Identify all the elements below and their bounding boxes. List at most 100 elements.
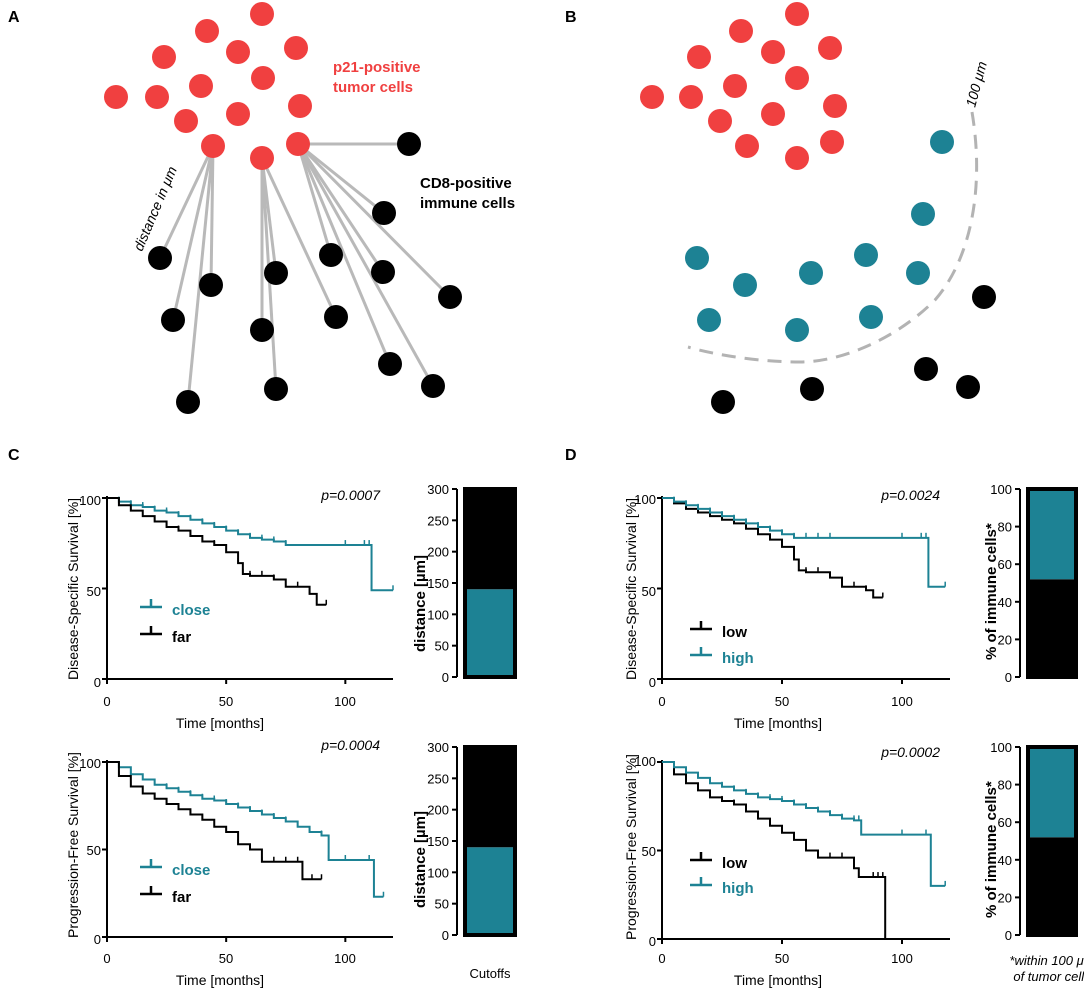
- bar-frame: [1026, 745, 1078, 937]
- x-tick-label: 50: [775, 951, 789, 966]
- tumor-cells: [104, 2, 312, 170]
- immune-cell: [264, 261, 288, 285]
- tumor-cell: [286, 132, 310, 156]
- immune-cell-far: [800, 377, 824, 401]
- far-immune-cells: [711, 285, 996, 414]
- y-axis-label: Progression-Free Survival [%]: [623, 754, 639, 940]
- tumor-cell: [679, 85, 703, 109]
- panel-a: A: [8, 2, 515, 414]
- tumor-label-line2: tumor cells: [333, 79, 413, 96]
- immune-cell-near: [854, 243, 878, 267]
- x-axis-label: Time [months]: [176, 715, 264, 731]
- bar-y-tick-label: 20: [998, 890, 1012, 905]
- tumor-cell: [729, 19, 753, 43]
- bar-y-axis-label: distance [µm]: [412, 555, 429, 652]
- km-plot-d-top: p=0.0024 Disease-Specific Survival [%] T…: [623, 487, 950, 731]
- tumor-cell: [735, 134, 759, 158]
- legend-marker-close: [140, 599, 162, 609]
- x-tick-label: 50: [219, 694, 233, 709]
- immune-cell: [199, 273, 223, 297]
- immune-cell-near: [906, 261, 930, 285]
- immune-label-line2: immune cells: [420, 195, 515, 212]
- bar-y-tick-label: 100: [427, 865, 449, 880]
- x-tick-label: 0: [658, 951, 665, 966]
- tumor-cell: [251, 66, 275, 90]
- immune-cell: [324, 305, 348, 329]
- p-value: p=0.0002: [880, 744, 940, 760]
- panel-b: B 100 μm: [565, 2, 996, 414]
- km-plot-c-top: p=0.0007 Disease-Specific Survival [%] T…: [65, 487, 394, 731]
- immune-cell: [264, 377, 288, 401]
- km-plot-d-bottom: p=0.0002 Progression-Free Survival [%] T…: [623, 744, 950, 988]
- y-tick-label: 0: [649, 934, 656, 949]
- p-value: p=0.0024: [880, 487, 940, 503]
- x-tick-label: 100: [891, 694, 913, 709]
- bar-y-tick-label: 250: [427, 771, 449, 786]
- x-tick-label: 0: [103, 951, 110, 966]
- y-tick-label: 100: [634, 754, 656, 769]
- bar-frame: [463, 487, 517, 679]
- bar-y-tick-label: 40: [998, 595, 1012, 610]
- tumor-cell: [104, 85, 128, 109]
- legend-marker-high: [690, 877, 712, 887]
- cutoff-bar-d-top: % of immune cells* 0 20 40 60 80 100: [983, 482, 1078, 685]
- immune-cell-near: [799, 261, 823, 285]
- near-immune-cells: [685, 130, 954, 342]
- y-tick-label: 0: [94, 675, 101, 690]
- bar-segment-upper: [465, 747, 515, 848]
- tumor-cell: [145, 85, 169, 109]
- tumor-cell: [687, 45, 711, 69]
- cutoff-bar-c-bottom: distance [µm] 0 50 100 150 200 250 300: [412, 740, 517, 943]
- tumor-cell: [761, 40, 785, 64]
- series-line-low: [662, 497, 883, 599]
- legend-marker-low: [690, 852, 712, 862]
- x-axis-label: Time [months]: [176, 972, 264, 988]
- tumor-cell: [723, 74, 747, 98]
- bar-y-tick-label: 200: [427, 803, 449, 818]
- bar-y-tick-label: 80: [998, 778, 1012, 793]
- immune-cell: [421, 374, 445, 398]
- km-plot-c-bottom: p=0.0004 Progression-Free Survival [%] T…: [65, 737, 393, 988]
- immune-cell-far: [914, 357, 938, 381]
- immune-cell-near: [697, 308, 721, 332]
- immune-cell: [438, 285, 462, 309]
- y-axis-label: Disease-Specific Survival [%]: [65, 498, 81, 680]
- legend-label-high: high: [722, 650, 754, 667]
- tumor-cell: [226, 102, 250, 126]
- y-tick-label: 100: [79, 493, 101, 508]
- bar-y-tick-label: 300: [427, 482, 449, 497]
- panel-letter-a: A: [8, 9, 20, 26]
- tumor-cell: [284, 36, 308, 60]
- tumor-cells-b: [640, 2, 847, 170]
- tumor-cell: [174, 109, 198, 133]
- bar-y-tick-label: 20: [998, 632, 1012, 647]
- bar-y-tick-label: 100: [990, 482, 1012, 497]
- immune-cell: [319, 243, 343, 267]
- legend-label-low: low: [722, 855, 747, 872]
- immune-cell-far: [972, 285, 996, 309]
- bar-y-axis-label: % of immune cells*: [983, 523, 1000, 660]
- tumor-cell: [250, 146, 274, 170]
- series-line-close: [107, 761, 384, 898]
- tumor-cell: [785, 2, 809, 26]
- immune-cell-near: [785, 318, 809, 342]
- bar-y-tick-label: 150: [427, 834, 449, 849]
- tumor-cell: [761, 102, 785, 126]
- tumor-cell: [189, 74, 213, 98]
- bar-y-tick-label: 300: [427, 740, 449, 755]
- immune-cell: [176, 390, 200, 414]
- footnote-line1: *within 100 μm: [1009, 953, 1084, 968]
- bar-segment-lower: [465, 589, 515, 677]
- legend-label-low: low: [722, 624, 747, 641]
- legend-label-close: close: [172, 862, 210, 879]
- immune-cell: [397, 132, 421, 156]
- x-tick-label: 100: [334, 951, 356, 966]
- y-tick-label: 50: [87, 843, 101, 858]
- y-tick-label: 0: [649, 675, 656, 690]
- x-tick-label: 100: [891, 951, 913, 966]
- immune-label-line1: CD8-positive: [420, 175, 512, 192]
- immune-cells: [148, 132, 462, 414]
- y-tick-label: 50: [642, 584, 656, 599]
- legend-marker-high: [690, 647, 712, 657]
